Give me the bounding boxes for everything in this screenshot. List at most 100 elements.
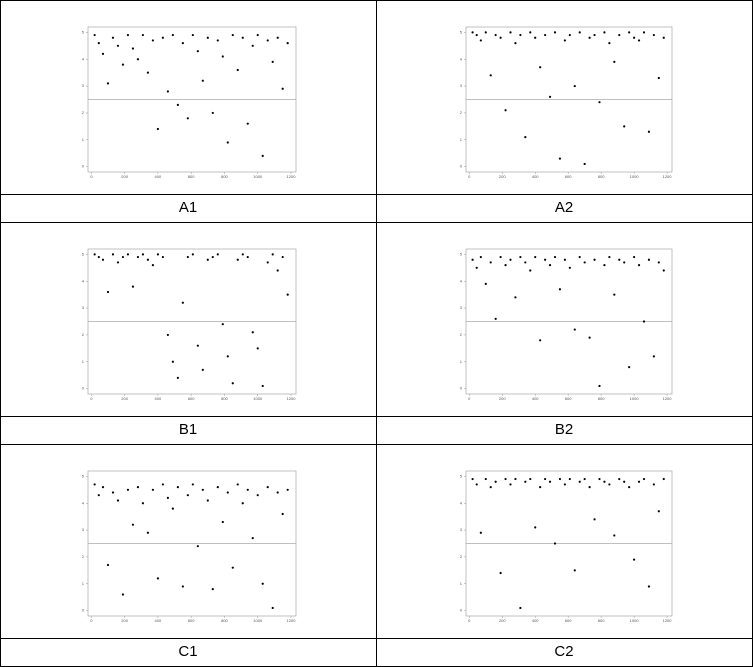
data-point xyxy=(206,258,209,261)
x-tick-label: 800 xyxy=(221,174,228,179)
x-tick-label: 800 xyxy=(598,396,605,401)
data-point xyxy=(662,269,665,272)
data-point xyxy=(196,50,199,53)
data-point xyxy=(236,483,239,486)
data-point xyxy=(176,376,179,379)
y-tick-label: 3 xyxy=(82,83,85,88)
data-point xyxy=(499,36,502,39)
data-point xyxy=(126,33,130,37)
data-point xyxy=(206,36,209,39)
data-point xyxy=(534,36,537,39)
data-point xyxy=(276,269,279,272)
data-point xyxy=(106,82,110,85)
data-point xyxy=(529,477,532,481)
data-point xyxy=(494,33,497,37)
y-tick-label: 0 xyxy=(82,164,85,169)
data-point xyxy=(276,36,279,39)
data-point xyxy=(598,384,601,388)
data-point xyxy=(196,344,199,347)
data-point xyxy=(251,44,254,47)
panel-caption: A2 xyxy=(555,199,573,216)
data-point xyxy=(598,101,601,104)
data-point xyxy=(583,261,586,264)
data-point xyxy=(647,585,651,588)
data-point xyxy=(662,477,665,481)
data-point xyxy=(613,293,616,296)
data-point xyxy=(121,63,125,66)
y-tick-label: 1 xyxy=(460,359,463,364)
data-point xyxy=(623,261,626,264)
data-point xyxy=(191,253,194,256)
data-point xyxy=(514,477,517,481)
y-tick-label: 2 xyxy=(82,332,85,337)
data-point xyxy=(568,33,571,37)
data-point xyxy=(657,510,660,513)
data-point xyxy=(116,499,120,502)
y-tick-label: 3 xyxy=(82,527,85,532)
data-point xyxy=(652,483,655,486)
data-point xyxy=(494,480,497,483)
data-point xyxy=(603,31,606,34)
x-tick-label: 200 xyxy=(121,174,128,179)
data-point xyxy=(286,293,289,296)
data-point xyxy=(618,33,621,37)
data-point xyxy=(657,76,660,80)
y-tick-label: 5 xyxy=(460,251,463,256)
data-point xyxy=(519,606,522,610)
y-tick-label: 0 xyxy=(460,164,463,169)
data-point xyxy=(156,253,159,256)
data-point xyxy=(618,258,621,261)
data-point xyxy=(623,480,626,483)
data-point xyxy=(131,285,135,288)
data-point xyxy=(146,71,150,74)
data-point xyxy=(484,282,487,286)
data-point xyxy=(216,253,219,256)
data-point xyxy=(111,36,115,39)
data-point xyxy=(475,33,478,37)
data-point xyxy=(662,36,665,39)
x-tick-label: 800 xyxy=(598,174,605,179)
data-point xyxy=(608,255,611,259)
data-point xyxy=(256,33,259,37)
data-point xyxy=(251,331,254,334)
data-point xyxy=(166,333,169,337)
data-point xyxy=(181,301,184,304)
data-point xyxy=(241,253,244,256)
data-point xyxy=(226,141,229,144)
x-tick-label: 0 xyxy=(468,174,471,179)
data-point xyxy=(111,253,115,256)
data-point xyxy=(499,255,502,259)
data-point xyxy=(544,477,547,481)
data-point xyxy=(266,39,269,42)
data-point xyxy=(489,74,492,77)
data-point xyxy=(603,480,606,483)
data-point xyxy=(266,261,269,264)
data-point xyxy=(261,154,264,157)
data-point xyxy=(539,339,542,342)
data-point xyxy=(618,477,621,481)
data-point xyxy=(271,60,274,64)
data-point xyxy=(116,261,120,264)
data-point xyxy=(471,258,474,261)
data-point xyxy=(161,255,164,259)
data-point xyxy=(588,486,591,489)
data-point xyxy=(191,33,194,37)
data-point xyxy=(553,31,557,34)
y-tick-label: 5 xyxy=(82,251,85,256)
y-tick-label: 4 xyxy=(82,56,85,61)
data-point xyxy=(231,33,234,37)
x-tick-label: 600 xyxy=(188,174,195,179)
x-tick-label: 600 xyxy=(188,396,195,401)
data-point xyxy=(156,577,159,580)
x-tick-label: 1000 xyxy=(253,396,263,401)
x-tick-label: 1000 xyxy=(630,618,640,623)
data-point xyxy=(93,483,96,486)
data-point xyxy=(484,477,487,481)
data-point xyxy=(573,328,576,331)
y-tick-label: 4 xyxy=(82,278,85,283)
data-point xyxy=(136,486,140,489)
data-point xyxy=(136,58,140,61)
data-point xyxy=(529,269,532,272)
data-point xyxy=(101,486,105,489)
